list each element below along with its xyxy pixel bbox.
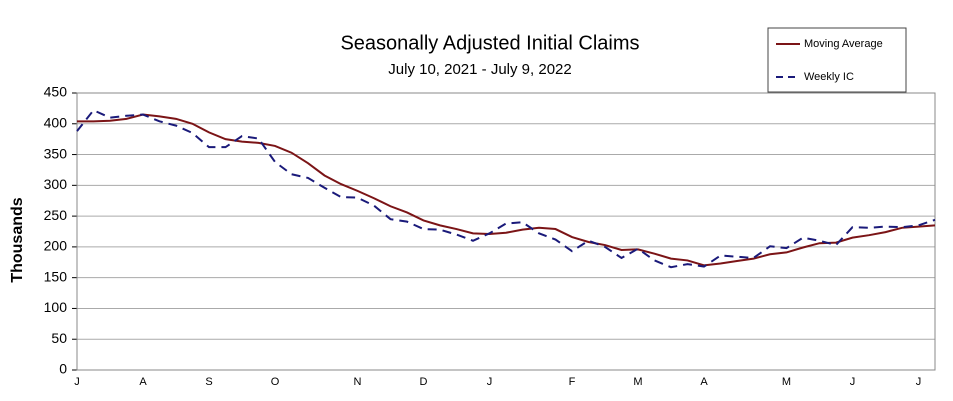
x-tick-label: J	[487, 376, 493, 388]
series-line	[76, 109, 936, 269]
legend-label: Moving Average	[804, 38, 883, 50]
x-tick-label: N	[354, 376, 362, 388]
y-tick-label: 50	[51, 330, 67, 346]
x-tick-label: O	[271, 376, 280, 388]
x-tick-label: M	[782, 376, 791, 388]
x-tick-label: S	[205, 376, 212, 388]
series-line	[77, 113, 936, 267]
y-tick-label: 250	[44, 207, 68, 223]
x-tick-label: J	[74, 376, 80, 388]
y-tick-label: 100	[44, 299, 68, 315]
x-tick-label: F	[569, 376, 576, 388]
x-tick-label: M	[633, 376, 642, 388]
x-tick-label: D	[420, 376, 428, 388]
y-tick-label: 400	[44, 114, 68, 130]
legend-label: Weekly IC	[804, 71, 854, 83]
x-tick-label: J	[850, 376, 856, 388]
legend-box	[767, 27, 907, 93]
y-tick-label: 450	[44, 84, 68, 100]
plot-frame	[76, 92, 936, 371]
x-tick-label: A	[700, 376, 708, 388]
x-tick-label: A	[139, 376, 147, 388]
y-tick-label: 350	[44, 145, 68, 161]
y-tick-label: 300	[44, 176, 68, 192]
y-tick-label: 200	[44, 238, 68, 254]
chart-subtitle: July 10, 2021 - July 9, 2022	[388, 61, 571, 78]
y-axis-label: Thousands	[9, 197, 26, 282]
x-tick-label: J	[916, 376, 922, 388]
chart-title: Seasonally Adjusted Initial Claims	[340, 32, 639, 54]
y-tick-label: 0	[59, 361, 67, 377]
y-tick-label: 150	[44, 268, 68, 284]
